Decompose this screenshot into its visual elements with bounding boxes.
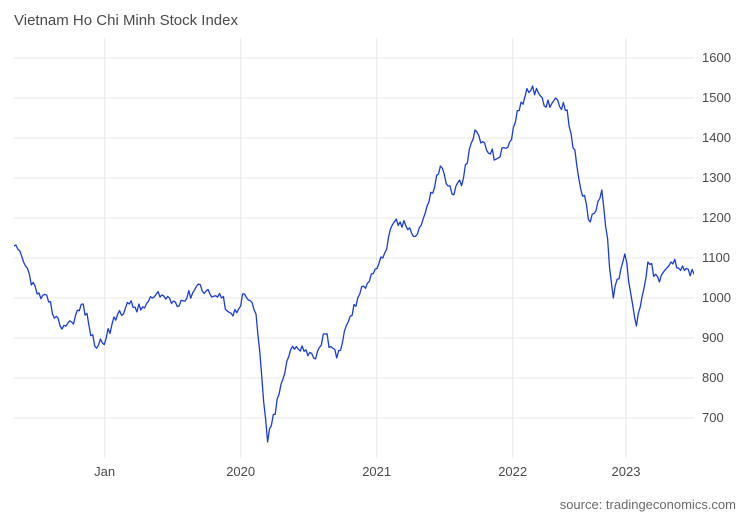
plot-area <box>14 38 694 458</box>
y-tick-label: 1200 <box>702 210 731 225</box>
y-tick-label: 1000 <box>702 290 731 305</box>
y-tick-label: 1600 <box>702 50 731 65</box>
chart-svg <box>14 38 694 458</box>
x-tick-label: Jan <box>94 464 115 479</box>
y-tick-label: 1100 <box>702 250 730 265</box>
x-tick-label: 2021 <box>362 464 391 479</box>
x-tick-label: 2020 <box>226 464 255 479</box>
chart-source: source: tradingeconomics.com <box>560 497 736 512</box>
y-tick-label: 1300 <box>702 170 731 185</box>
x-tick-label: 2023 <box>612 464 641 479</box>
y-tick-label: 800 <box>702 370 724 385</box>
y-tick-label: 1400 <box>702 130 731 145</box>
x-tick-label: 2022 <box>498 464 527 479</box>
chart-title: Vietnam Ho Chi Minh Stock Index <box>14 12 238 29</box>
y-tick-label: 900 <box>702 330 724 345</box>
y-tick-label: 700 <box>702 410 724 425</box>
y-tick-label: 1500 <box>702 90 731 105</box>
